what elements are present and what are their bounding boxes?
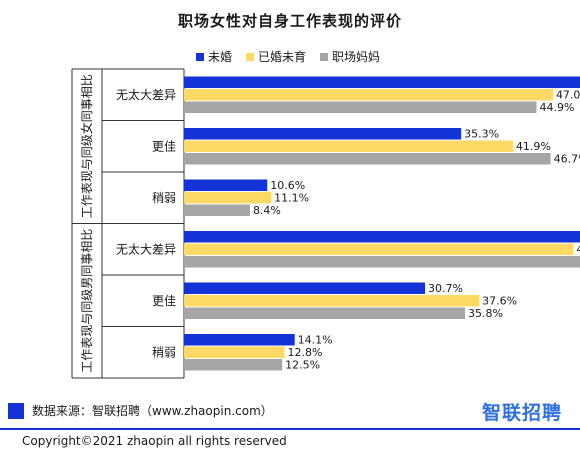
- data-label: 44.9%: [539, 101, 574, 114]
- bar: [184, 359, 283, 371]
- bar: [184, 231, 580, 243]
- zhaopin-logo: 智联招聘: [481, 402, 562, 424]
- bar: [184, 243, 574, 255]
- data-label: 35.3%: [464, 127, 499, 140]
- chart-legend: 未婚 已婚未育 职场妈妈: [196, 48, 380, 65]
- bar: [184, 89, 553, 101]
- bar: [184, 346, 285, 358]
- bar: [184, 256, 580, 268]
- category-label: 更佳: [152, 139, 176, 153]
- source-marker: [8, 402, 24, 419]
- data-label: 41.9%: [516, 140, 551, 153]
- data-label: 35.8%: [468, 307, 503, 320]
- data-label: 49.6%: [576, 243, 580, 256]
- chart-title: 职场女性对自身工作表现的评价: [177, 12, 402, 30]
- legend-item: 职场妈妈: [320, 48, 380, 65]
- data-source-text: 数据来源：智联招聘（www.zhaopin.com）: [32, 404, 273, 418]
- bar: [184, 334, 295, 346]
- legend-label: 未婚: [208, 50, 233, 64]
- bar-chart: 工作表现与同级女同事相比无太大差异54.1%47.0%44.9%更佳35.3%4…: [71, 68, 580, 379]
- bar: [184, 282, 425, 294]
- data-label: 47.0%: [556, 88, 580, 101]
- footer-divider: [0, 428, 580, 430]
- legend-label: 职场妈妈: [332, 50, 381, 64]
- legend-swatch: [246, 52, 255, 61]
- legend-label: 已婚未育: [258, 50, 307, 64]
- data-label: 12.5%: [285, 358, 320, 371]
- bar: [184, 140, 513, 152]
- legend-item: 已婚未育: [246, 48, 306, 65]
- data-label: 30.7%: [428, 282, 463, 295]
- bar: [184, 76, 580, 88]
- bar: [184, 179, 268, 191]
- category-label: 稍弱: [152, 191, 176, 205]
- data-label: 12.8%: [287, 346, 322, 359]
- legend-item: 未婚: [196, 48, 232, 65]
- data-source: 数据来源：智联招聘（www.zhaopin.com）: [8, 402, 273, 419]
- group-label: 工作表现与同级女同事相比: [79, 74, 94, 218]
- data-label: 14.1%: [298, 333, 333, 346]
- data-label: 46.7%: [554, 152, 580, 165]
- legend-swatch: [320, 52, 329, 61]
- data-label: 10.6%: [270, 179, 305, 192]
- data-label: 8.4%: [253, 204, 281, 217]
- category-label: 稍弱: [152, 345, 176, 359]
- category-label: 无太大差异: [116, 241, 176, 256]
- copyright-text: Copyright©2021 zhaopin all rights reserv…: [22, 434, 287, 448]
- bar: [184, 192, 272, 204]
- group-label: 工作表现与同级男同事相比: [80, 229, 94, 373]
- bar: [184, 295, 480, 307]
- data-label: 37.6%: [482, 294, 517, 307]
- bar: [184, 153, 551, 165]
- legend-swatch: [196, 52, 204, 61]
- category-label: 无太大差异: [116, 87, 176, 102]
- bar: [184, 101, 537, 113]
- bar: [184, 204, 250, 216]
- data-label: 11.1%: [274, 191, 309, 204]
- bar: [184, 307, 466, 319]
- bar: [184, 128, 462, 140]
- category-label: 更佳: [152, 294, 176, 308]
